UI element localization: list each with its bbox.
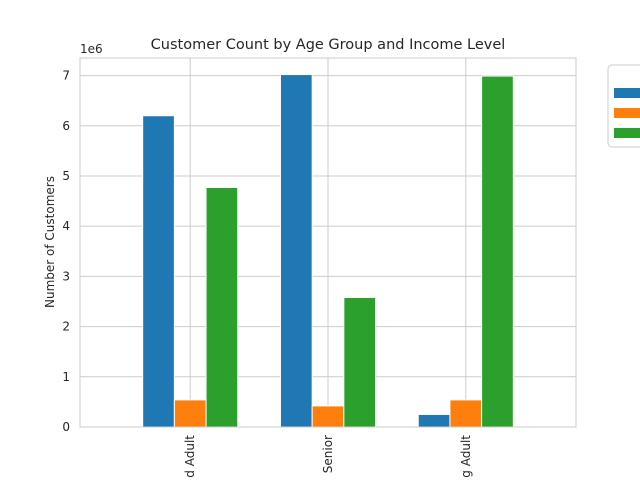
bar	[311, 405, 345, 428]
x-tick-labels: d Adult Senior g Adult	[183, 435, 473, 478]
bars-layer	[142, 74, 514, 428]
bar	[417, 413, 451, 428]
y-tick-label: 3	[62, 269, 70, 283]
y-tick-label: 6	[62, 119, 70, 133]
y-tick-label: 1	[62, 370, 70, 384]
y-tick-label: 4	[62, 219, 70, 233]
chart-title: Customer Count by Age Group and Income L…	[151, 37, 506, 53]
legend-swatch	[614, 108, 640, 118]
x-tick-label: g Adult	[459, 435, 473, 478]
y-tick-label: 2	[62, 320, 70, 334]
y-scale-label: 1e6	[80, 42, 103, 56]
bar	[205, 187, 239, 428]
y-tick-label: 5	[62, 169, 70, 183]
bar	[279, 74, 313, 428]
x-tick-label: Senior	[321, 435, 335, 473]
legend-swatch	[614, 128, 640, 138]
y-tick-label: 0	[62, 420, 70, 434]
bar	[481, 75, 514, 428]
plot-frame	[79, 57, 577, 428]
bar	[343, 296, 377, 428]
legend-swatch	[614, 88, 640, 98]
legend-box	[607, 64, 640, 148]
legend	[607, 64, 640, 148]
y-axis-label: Number of Customers	[43, 176, 57, 308]
bar	[142, 115, 175, 428]
x-tick-label: d Adult	[183, 435, 197, 478]
y-tick-label: 7	[62, 69, 70, 83]
bar	[173, 399, 207, 428]
y-tick-labels: 0 1 2 3 4 5 6 7	[62, 69, 70, 434]
bar	[449, 399, 483, 428]
